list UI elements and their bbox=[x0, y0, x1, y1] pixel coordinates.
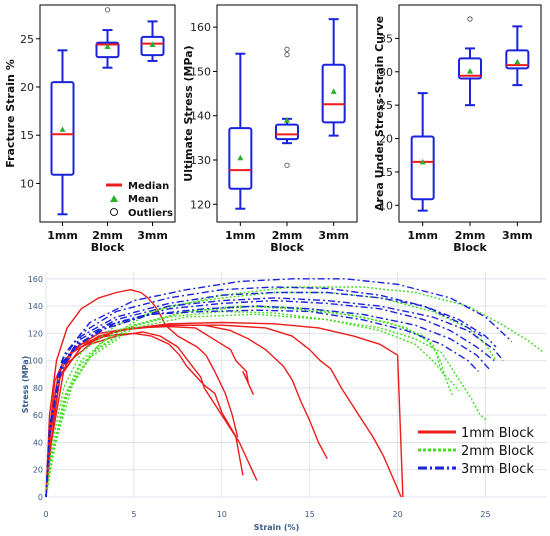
outlier-point bbox=[284, 46, 290, 52]
y-tick-label: 160 bbox=[190, 21, 211, 34]
legend-label: 3mm Block bbox=[461, 462, 534, 477]
x-tick-label: 1mm bbox=[47, 229, 78, 242]
y-tick-label: 35 bbox=[379, 32, 393, 45]
outlier-point bbox=[284, 162, 290, 168]
x-tick-label: 3mm bbox=[502, 229, 533, 242]
mean-marker bbox=[149, 41, 156, 48]
series-line bbox=[45, 324, 328, 498]
series-line bbox=[45, 305, 453, 498]
x-axis-label: Block bbox=[91, 241, 125, 254]
x-tick-label: 2mm bbox=[92, 229, 123, 242]
mean-marker bbox=[104, 43, 111, 49]
y-tick-label: 80 bbox=[33, 384, 43, 393]
series-1 bbox=[45, 289, 404, 498]
y-tick-label: 120 bbox=[190, 198, 211, 211]
series-line bbox=[45, 331, 244, 498]
y-tick-label: 130 bbox=[190, 154, 211, 167]
legend-outlier-swatch bbox=[110, 208, 118, 216]
series-line bbox=[45, 325, 255, 498]
x-tick-label: 5 bbox=[131, 510, 136, 519]
y-tick-label: 60 bbox=[33, 411, 43, 420]
y-tick-label: 0 bbox=[38, 493, 43, 502]
x-tick-label: 2mm bbox=[272, 229, 303, 242]
y-tick-label: 20 bbox=[379, 133, 393, 146]
box-iqr bbox=[95, 41, 120, 59]
x-tick-label: 3mm bbox=[318, 229, 349, 242]
y-tick-label: 30 bbox=[379, 66, 393, 79]
series-line bbox=[45, 291, 497, 498]
boxplot-panel-3: 10 15 20 25 30 35 1mm 2mm 3mm Block Area Under Str… bbox=[373, 4, 542, 254]
series-line bbox=[45, 278, 513, 498]
y-axis-label: Fracture Strain % bbox=[4, 59, 17, 167]
stress-strain-legend: 1mm Block 2mm Block 3mm Block bbox=[418, 426, 534, 477]
x-tick-label: 1mm bbox=[225, 229, 256, 242]
y-tick-label: 25 bbox=[379, 99, 393, 112]
y-tick-label: 20 bbox=[33, 466, 43, 475]
x-tick-label: 15 bbox=[305, 510, 315, 519]
boxplot-legend: Median Mean Outliers bbox=[106, 181, 173, 219]
y-tick-label: 120 bbox=[28, 329, 43, 338]
legend-median-label: Median bbox=[128, 181, 169, 192]
box-iqr bbox=[410, 135, 435, 201]
legend-label: 2mm Block bbox=[461, 444, 534, 459]
y-tick-label: 10 bbox=[20, 177, 34, 190]
legend-label: 1mm Block bbox=[461, 426, 534, 441]
y-tick-label: 15 bbox=[20, 129, 34, 142]
series-3 bbox=[45, 278, 513, 498]
series-line bbox=[45, 309, 479, 498]
mean-marker bbox=[59, 126, 66, 132]
outlier-point bbox=[467, 16, 473, 22]
series-line bbox=[45, 286, 483, 498]
mean-marker bbox=[237, 154, 244, 161]
series-line bbox=[45, 299, 495, 498]
series-line bbox=[45, 289, 239, 498]
mean-marker bbox=[284, 117, 290, 123]
mean-marker bbox=[467, 68, 473, 74]
mean-marker bbox=[419, 158, 426, 165]
y-tick-label: 20 bbox=[20, 81, 34, 94]
series-line bbox=[45, 310, 460, 498]
series-line bbox=[45, 291, 497, 498]
y-tick-label: 150 bbox=[190, 65, 211, 78]
mean-marker bbox=[514, 58, 521, 65]
boxplot-panel-1: 10 15 20 25 1mm 2mm 3mm Block Fracture Strain % M… bbox=[4, 4, 176, 254]
y-tick-label: 10 bbox=[379, 199, 393, 212]
mean-marker bbox=[330, 88, 337, 94]
outlier-point bbox=[104, 7, 111, 13]
y-tick-label: 40 bbox=[33, 438, 43, 447]
y-axis-label: Area Under Stress-Strain Curve bbox=[373, 16, 386, 211]
x-tick-label: 3mm bbox=[137, 229, 168, 242]
box-iqr bbox=[275, 123, 299, 141]
x-tick-label: 20 bbox=[392, 510, 402, 519]
y-tick-label: 25 bbox=[20, 33, 34, 46]
x-tick-label: 1mm bbox=[407, 229, 438, 242]
legend-mean-swatch bbox=[110, 195, 118, 202]
legend-outliers-label: Outliers bbox=[128, 208, 173, 219]
y-tick-label: 140 bbox=[28, 302, 43, 311]
x-tick-label: 25 bbox=[480, 510, 490, 519]
y-axis-label: Ultimate Stress (MPa) bbox=[182, 45, 195, 181]
series-line bbox=[45, 297, 504, 498]
y-axis-label: Stress (MPa) bbox=[21, 356, 30, 414]
stress-strain-chart: 0 5 10 15 20 25 0 20 40 60 80 100 120 140 160 Strain (%… bbox=[21, 272, 547, 532]
y-tick-label: 15 bbox=[379, 166, 393, 179]
outlier-point bbox=[284, 51, 290, 58]
legend-mean-label: Mean bbox=[128, 194, 159, 205]
y-tick-label: 100 bbox=[28, 357, 43, 366]
x-tick-label: 2mm bbox=[455, 229, 486, 242]
x-axis-label: Strain (%) bbox=[254, 523, 299, 532]
x-tick-label: 0 bbox=[43, 510, 48, 519]
x-axis-label: Block bbox=[453, 241, 487, 254]
x-axis-label: Block bbox=[270, 241, 304, 254]
x-tick-label: 10 bbox=[217, 510, 227, 519]
y-tick-label: 160 bbox=[28, 275, 43, 284]
boxplot-panel-2: 120 130 140 150 160 1mm 2mm 3mm Block Ultimate St… bbox=[182, 4, 358, 254]
y-tick-label: 140 bbox=[190, 110, 211, 123]
